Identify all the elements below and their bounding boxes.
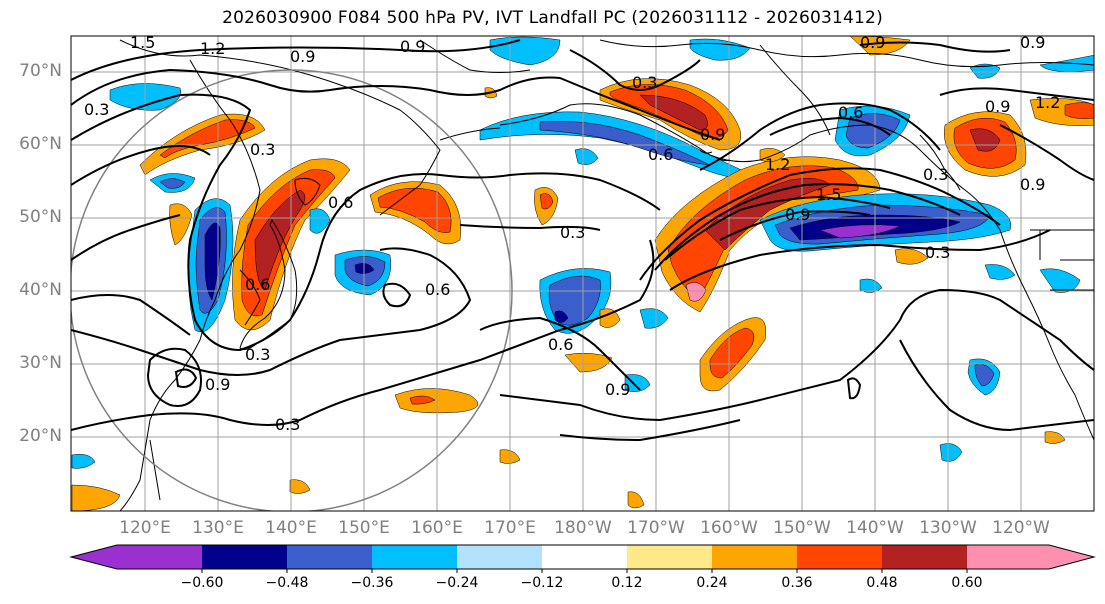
lon-label: 130°W [919, 518, 977, 538]
lat-label: 30°N [19, 353, 62, 373]
contour-label: 0.6 [425, 280, 450, 299]
lon-label: 170°W [627, 518, 685, 538]
contour-label: 0.9 [1020, 175, 1045, 194]
colorbar-tick-label: −0.60 [180, 575, 224, 591]
contour-label: 1.5 [130, 33, 155, 52]
lat-label: 40°N [19, 280, 62, 300]
contour-label: 0.9 [785, 205, 810, 224]
map-title: 2026030900 F084 500 hPa PV, IVT Landfall… [222, 8, 883, 28]
contour-label: 0.9 [400, 37, 425, 56]
lon-label: 160°W [700, 518, 758, 538]
landfall-radius-circle [71, 69, 513, 511]
contour-label: 1.2 [1035, 93, 1060, 112]
colorbar-tick-label: −0.24 [435, 575, 479, 591]
colorbar-tick-label: 0.48 [866, 575, 898, 591]
lat-label: 20°N [19, 426, 62, 446]
contour-label: 1.2 [200, 39, 225, 58]
contour-label: 0.9 [860, 33, 885, 52]
colorbar [69, 544, 1096, 573]
contour-label: 0.9 [290, 47, 315, 66]
contour-label: 0.6 [328, 193, 353, 212]
contour-label: 0.9 [605, 380, 630, 399]
contour-label: 0.3 [275, 415, 300, 434]
colorbar-tick-label: 0.36 [781, 575, 813, 591]
graticule [71, 36, 1094, 511]
contour-labels: 1.5 1.2 0.9 0.9 0.3 0.6 0.3 0.6 0.6 0.9 … [84, 33, 1060, 434]
colorbar-extend-min [71, 545, 117, 569]
contour-label: 0.6 [838, 103, 863, 122]
lat-label: 60°N [19, 134, 62, 154]
lon-label: 150°E [338, 518, 390, 538]
contour-label: 1.2 [765, 155, 790, 174]
contour-label: 1.5 [816, 185, 841, 204]
contour-label: 0.6 [548, 335, 573, 354]
contour-label: 0.3 [84, 100, 109, 119]
colorbar-tick-label: −0.12 [520, 575, 564, 591]
contour-label: 0.3 [632, 73, 657, 92]
colorbar-tick-label: 0.24 [696, 575, 728, 591]
lon-label: 170°E [484, 518, 536, 538]
contour-label: 0.9 [1020, 33, 1045, 52]
lon-label: 130°E [192, 518, 244, 538]
contour-label: 0.3 [923, 165, 948, 184]
contour-label: 0.3 [560, 223, 585, 242]
lon-label: 120°E [119, 518, 171, 538]
map-frame [70, 35, 1095, 512]
contour-label: 0.3 [250, 140, 275, 159]
contour-label: 0.6 [648, 145, 673, 164]
coastlines [119, 39, 1094, 511]
contour-label: 0.9 [985, 97, 1010, 116]
colorbar-tick-label: −0.36 [350, 575, 394, 591]
lon-label: 140°E [265, 518, 317, 538]
contour-label: 0.9 [700, 125, 725, 144]
colorbar-tick-label: 0.12 [611, 575, 643, 591]
contour-label: 0.3 [925, 243, 950, 262]
lat-label: 50°N [19, 207, 62, 227]
lat-label: 70°N [19, 61, 62, 81]
colorbar-extend-max [1049, 545, 1094, 569]
contour-label: 0.3 [245, 345, 270, 364]
colorbar-tick-label: −0.48 [265, 575, 309, 591]
lon-label: 180°W [554, 518, 612, 538]
colorbar-tick-label: 0.60 [951, 575, 983, 591]
contour-label: 0.6 [245, 275, 270, 294]
lon-label: 150°W [773, 518, 831, 538]
lon-label: 120°W [992, 518, 1050, 538]
map-content: 1.5 1.2 0.9 0.9 0.3 0.6 0.3 0.6 0.6 0.9 … [71, 33, 1094, 511]
pv-contours [71, 39, 1094, 442]
lon-label: 140°W [846, 518, 904, 538]
lon-label: 160°E [411, 518, 463, 538]
contour-label: 0.9 [205, 375, 230, 394]
